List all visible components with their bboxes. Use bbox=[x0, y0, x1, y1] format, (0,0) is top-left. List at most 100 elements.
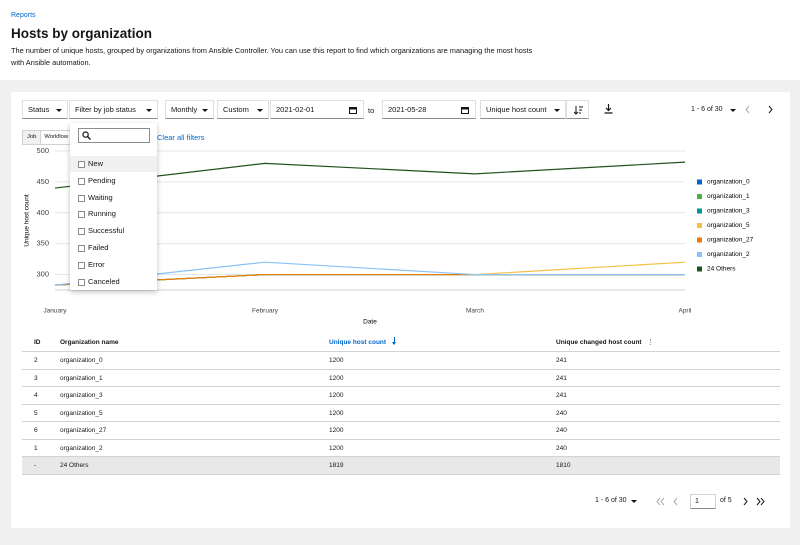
legend-swatch bbox=[697, 194, 702, 199]
option-label: Canceled bbox=[88, 274, 120, 290]
legend-swatch bbox=[697, 209, 702, 214]
menu-option[interactable]: Waiting bbox=[70, 190, 157, 206]
table-cell: organization_3 bbox=[60, 392, 103, 399]
legend-swatch bbox=[697, 238, 702, 243]
legend-swatch bbox=[697, 180, 702, 185]
table-cell: 1200 bbox=[329, 357, 343, 364]
table-cell: organization_2 bbox=[60, 445, 103, 452]
menu-option[interactable]: Running bbox=[70, 206, 157, 222]
table-cell: 6 bbox=[34, 427, 38, 434]
table-cell: 241 bbox=[556, 392, 567, 399]
table-cell: 1200 bbox=[329, 375, 343, 382]
legend-label: 24 Others bbox=[707, 266, 736, 273]
x-tick-label: January bbox=[43, 308, 67, 315]
legend-label: organization_3 bbox=[707, 208, 750, 215]
table-cell: 1200 bbox=[329, 410, 343, 417]
legend-label: organization_2 bbox=[707, 251, 750, 258]
table-cell: 240 bbox=[556, 445, 567, 452]
pagination-caret bbox=[631, 500, 637, 503]
legend-label: organization_5 bbox=[707, 222, 750, 229]
option-label: Successful bbox=[88, 223, 124, 239]
x-tick-label: February bbox=[252, 308, 279, 315]
column-header: ID bbox=[34, 339, 41, 346]
legend-swatch bbox=[697, 267, 702, 272]
menu-option[interactable]: New bbox=[70, 156, 157, 172]
table-cell: 1819 bbox=[329, 462, 343, 469]
option-label: Failed bbox=[88, 240, 108, 256]
next-last-buttons[interactable] bbox=[740, 497, 768, 506]
page-number: 1 bbox=[695, 498, 699, 505]
column-header[interactable]: Organization name bbox=[60, 339, 119, 346]
table-cell: 5 bbox=[34, 410, 38, 417]
checkbox bbox=[78, 195, 85, 202]
table-cell: 4 bbox=[34, 392, 38, 399]
menu-option[interactable]: Successful bbox=[70, 223, 157, 239]
checkbox bbox=[78, 161, 85, 168]
table-row: 5 organization_5 1200 240 bbox=[22, 405, 780, 423]
table-cell: 241 bbox=[556, 375, 567, 382]
checkbox bbox=[78, 178, 85, 185]
x-tick-label: March bbox=[466, 308, 484, 315]
option-label: Waiting bbox=[88, 190, 113, 206]
y-tick-label: 450 bbox=[36, 177, 49, 186]
legend-label: organization_1 bbox=[707, 193, 750, 200]
menu-option[interactable]: Error bbox=[70, 257, 157, 273]
option-label: Running bbox=[88, 206, 116, 222]
search-input[interactable] bbox=[78, 128, 150, 143]
table-cell: 1200 bbox=[329, 427, 343, 434]
table-row: 4 organization_3 1200 241 bbox=[22, 387, 780, 405]
menu-option[interactable]: Failed bbox=[70, 240, 157, 256]
table-cell: 3 bbox=[34, 375, 38, 382]
table-cell: 2 bbox=[34, 357, 38, 364]
table-cell: 1200 bbox=[329, 445, 343, 452]
table-cell: 24 Others bbox=[60, 462, 89, 469]
y-tick-label: 500 bbox=[36, 146, 49, 155]
x-tick-label: April bbox=[678, 308, 692, 315]
sort-arrow-head bbox=[392, 342, 396, 345]
checkbox bbox=[78, 245, 85, 252]
table-cell: 1200 bbox=[329, 392, 343, 399]
column-header[interactable]: Unique host count bbox=[329, 339, 386, 346]
table-row: 6 organization_27 1200 240 bbox=[22, 422, 780, 440]
legend-label: organization_27 bbox=[707, 237, 754, 244]
table-cell: 241 bbox=[556, 357, 567, 364]
table-row: 3organization_11200241 bbox=[22, 370, 780, 388]
column-header[interactable]: Unique changed host count bbox=[556, 339, 642, 346]
page-input[interactable]: 1 bbox=[690, 494, 716, 509]
option-label: Pending bbox=[88, 173, 116, 189]
menu-option[interactable]: Pending bbox=[70, 173, 157, 189]
search-icon bbox=[82, 131, 91, 140]
legend-swatch bbox=[697, 252, 702, 257]
y-axis-title: Unique host count bbox=[24, 194, 31, 247]
legend-swatch bbox=[697, 223, 702, 228]
bottom-pagination[interactable]: 1 - 6 of 30 bbox=[595, 497, 627, 504]
table-cell: organization_0 bbox=[60, 357, 103, 364]
table-cell: - bbox=[34, 462, 36, 469]
legend-label: organization_0 bbox=[707, 179, 750, 186]
checkbox bbox=[78, 262, 85, 269]
table-cell: 240 bbox=[556, 427, 567, 434]
checkbox bbox=[78, 228, 85, 235]
y-tick-label: 300 bbox=[36, 270, 49, 279]
table-cell: organization_27 bbox=[60, 427, 106, 434]
table-row: 2 organization_0 1200 241 bbox=[22, 352, 780, 370]
table-cell: organization_5 bbox=[60, 410, 103, 417]
column-menu[interactable] bbox=[650, 339, 652, 345]
first-prev-buttons[interactable] bbox=[655, 497, 683, 506]
y-tick-label: 350 bbox=[36, 239, 49, 248]
option-label: New bbox=[88, 156, 103, 172]
page-count: of 5 bbox=[720, 497, 732, 504]
table-row: - 24 Others 1819 1810 bbox=[22, 457, 780, 475]
menu-option[interactable]: Canceled bbox=[70, 274, 157, 290]
job-status-menu: NewPendingWaitingRunningSuccessfulFailed… bbox=[70, 123, 157, 290]
checkbox bbox=[78, 211, 85, 218]
table-header: ID Organization name Unique host count Uniq… bbox=[22, 334, 780, 352]
x-axis-title: Date bbox=[363, 319, 377, 326]
table-cell: 1810 bbox=[556, 462, 570, 469]
table-cell: 240 bbox=[556, 410, 567, 417]
data-table: ID Organization name Unique host count Uniq… bbox=[22, 334, 780, 475]
table-row: 1organization_21200240 bbox=[22, 440, 780, 458]
checkbox bbox=[78, 279, 85, 286]
pagination-range: 1 - 6 of 30 bbox=[595, 497, 627, 504]
